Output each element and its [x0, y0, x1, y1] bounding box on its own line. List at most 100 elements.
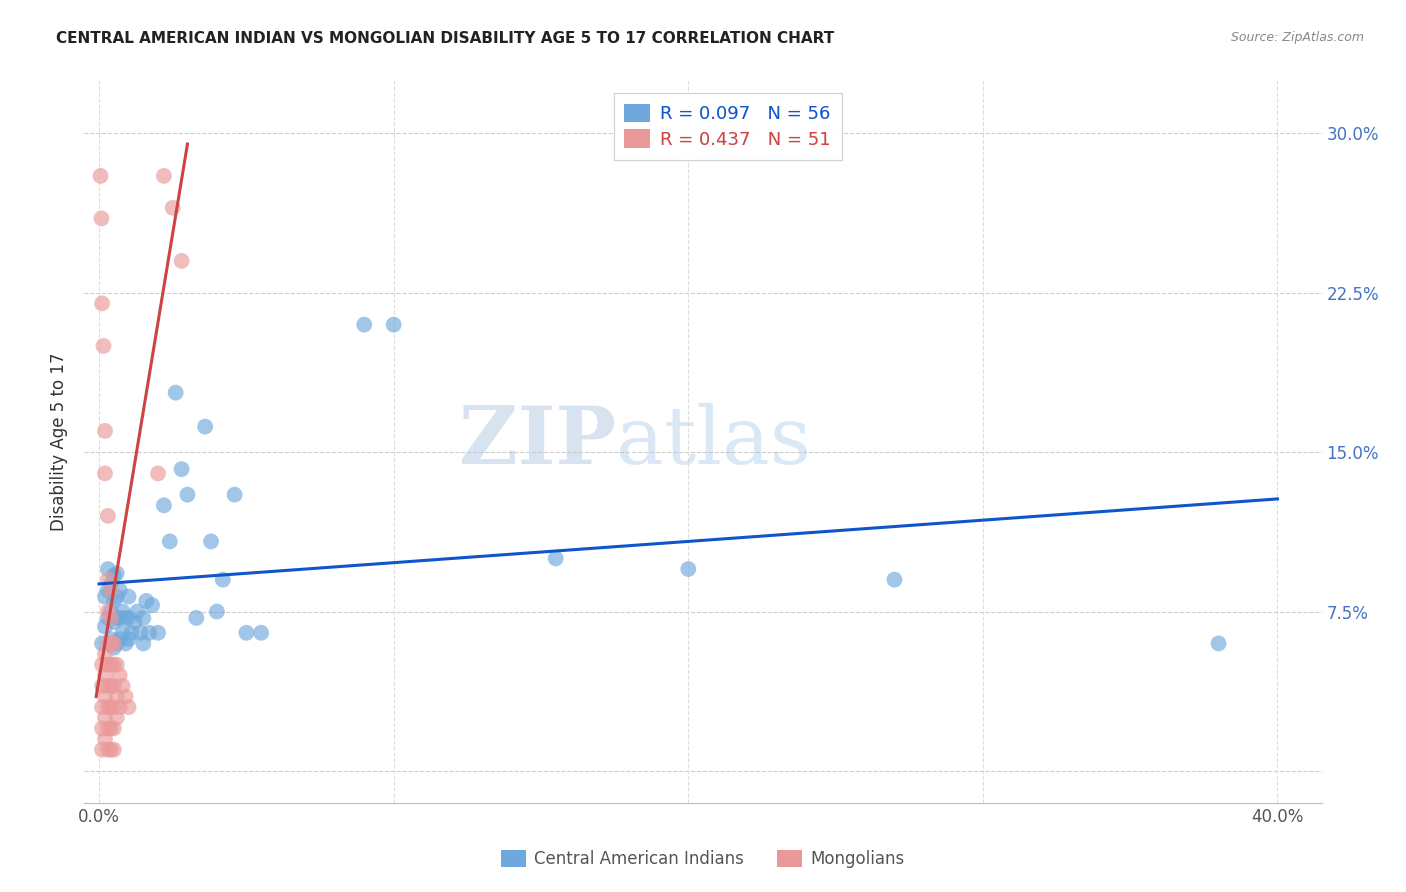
Text: CENTRAL AMERICAN INDIAN VS MONGOLIAN DISABILITY AGE 5 TO 17 CORRELATION CHART: CENTRAL AMERICAN INDIAN VS MONGOLIAN DIS… [56, 31, 835, 46]
Point [159, 534, 181, 549]
Point [91, 722, 114, 736]
Point [138, 625, 160, 640]
Point [97, 562, 120, 576]
Point [382, 318, 405, 332]
Point [205, 605, 228, 619]
Point [91, 636, 114, 650]
Point [1208, 636, 1230, 650]
Point [108, 700, 131, 714]
Point [153, 498, 176, 512]
Point [117, 632, 139, 647]
Point [883, 573, 905, 587]
Point [127, 605, 149, 619]
Point [135, 594, 157, 608]
Point [114, 690, 136, 704]
Point [105, 690, 128, 704]
Point [170, 254, 193, 268]
Point [105, 657, 128, 672]
Point [117, 611, 139, 625]
Point [200, 534, 222, 549]
Point [170, 462, 193, 476]
Point [91, 679, 114, 693]
Point [103, 594, 125, 608]
Point [91, 296, 114, 310]
Point [100, 605, 122, 619]
Legend: Central American Indians, Mongolians: Central American Indians, Mongolians [495, 843, 911, 875]
Point [97, 679, 120, 693]
Point [103, 615, 125, 630]
Point [678, 562, 700, 576]
Point [114, 636, 136, 650]
Point [93, 339, 115, 353]
Point [103, 742, 125, 756]
Point [165, 385, 187, 400]
Point [124, 615, 146, 630]
Point [153, 169, 176, 183]
Point [97, 657, 120, 672]
Point [100, 583, 122, 598]
Point [94, 690, 117, 704]
Point [100, 700, 122, 714]
Text: Source: ZipAtlas.com: Source: ZipAtlas.com [1230, 31, 1364, 45]
Point [103, 722, 125, 736]
Point [117, 590, 139, 604]
Y-axis label: Disability Age 5 to 17: Disability Age 5 to 17 [51, 352, 69, 531]
Point [100, 742, 122, 756]
Point [235, 625, 257, 640]
Point [94, 711, 117, 725]
Point [105, 636, 128, 650]
Point [97, 722, 120, 736]
Point [186, 611, 208, 625]
Point [103, 679, 125, 693]
Point [91, 700, 114, 714]
Point [100, 577, 122, 591]
Point [97, 573, 120, 587]
Point [105, 611, 128, 625]
Point [100, 657, 122, 672]
Point [90, 211, 112, 226]
Point [162, 201, 184, 215]
Point [114, 611, 136, 625]
Point [91, 742, 114, 756]
Point [108, 611, 131, 625]
Point [111, 605, 134, 619]
Point [100, 632, 122, 647]
Point [132, 611, 155, 625]
Point [94, 647, 117, 661]
Point [94, 619, 117, 633]
Point [146, 625, 169, 640]
Point [129, 625, 152, 640]
Point [94, 467, 117, 481]
Legend: R = 0.097   N = 56, R = 0.437   N = 51: R = 0.097 N = 56, R = 0.437 N = 51 [613, 93, 842, 160]
Point [121, 625, 143, 640]
Point [100, 679, 122, 693]
Point [97, 700, 120, 714]
Point [108, 668, 131, 682]
Point [146, 467, 169, 481]
Point [224, 488, 246, 502]
Point [544, 551, 567, 566]
Point [103, 657, 125, 672]
Point [105, 566, 128, 581]
Point [132, 636, 155, 650]
Point [103, 568, 125, 582]
Point [353, 318, 375, 332]
Text: atlas: atlas [616, 402, 811, 481]
Point [111, 679, 134, 693]
Point [105, 590, 128, 604]
Point [105, 711, 128, 725]
Point [176, 488, 198, 502]
Point [90, 169, 112, 183]
Point [211, 573, 233, 587]
Point [103, 700, 125, 714]
Point [100, 722, 122, 736]
Point [97, 508, 120, 523]
Point [111, 625, 134, 640]
Text: ZIP: ZIP [460, 402, 616, 481]
Point [108, 583, 131, 598]
Point [94, 732, 117, 747]
Point [94, 424, 117, 438]
Point [97, 611, 120, 625]
Point [117, 700, 139, 714]
Point [97, 636, 120, 650]
